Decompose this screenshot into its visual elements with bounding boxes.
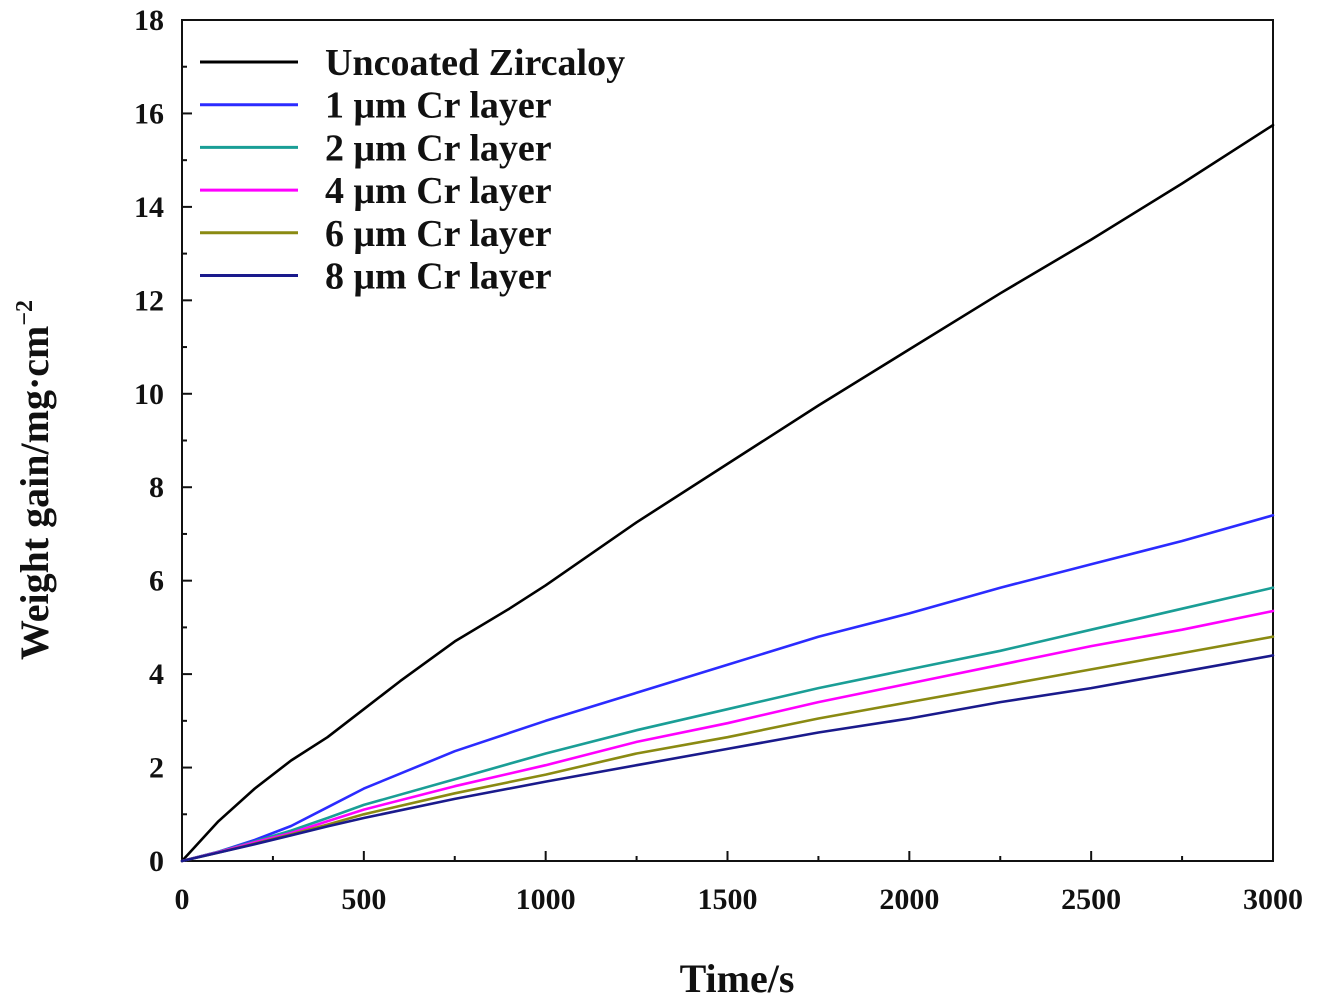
y-tick-label: 12 xyxy=(134,284,164,317)
legend-label: 1 μm Cr layer xyxy=(325,85,552,127)
series-line-uncoated-zircaloy xyxy=(180,123,1275,863)
y-axis-title: Weight gain/mg·cm−2 xyxy=(12,300,57,660)
series-line-2-m-cr-layer xyxy=(180,586,1275,863)
x-tick-label: 2500 xyxy=(1061,883,1121,916)
y-tick-label: 10 xyxy=(134,378,164,411)
y-tick-label: 4 xyxy=(149,658,164,691)
y-tick-label: 2 xyxy=(149,752,164,785)
y-axis-title-main: Weight gain/mg·cm xyxy=(12,326,57,660)
axis-ticks xyxy=(181,19,1274,862)
series-lines xyxy=(180,123,1275,863)
x-tick-label: 1500 xyxy=(698,883,758,916)
series-line-4-m-cr-layer xyxy=(180,609,1275,863)
y-tick-label: 14 xyxy=(134,191,164,224)
legend-label: Uncoated Zircaloy xyxy=(325,42,625,84)
legend-label: 8 μm Cr layer xyxy=(325,256,552,298)
x-tick-label: 500 xyxy=(341,883,386,916)
x-tick-label: 0 xyxy=(175,883,190,916)
x-axis-title: Time/s xyxy=(680,956,795,1001)
y-axis-title-superscript: −2 xyxy=(12,300,38,326)
y-tick-label: 6 xyxy=(149,565,164,598)
y-tick-label: 16 xyxy=(134,97,164,130)
x-tick-label: 2000 xyxy=(879,883,939,916)
y-tick-label: 18 xyxy=(134,4,164,37)
series-line-1-m-cr-layer xyxy=(180,513,1275,863)
axis-tick-labels: 0 500 1000 1500 2000 2500 3000 0 2 4 6 8 10 12 14 16 18 xyxy=(134,4,1303,916)
y-tick-label: 0 xyxy=(149,845,164,878)
x-tick-label: 1000 xyxy=(516,883,576,916)
legend-label: 6 μm Cr layer xyxy=(325,213,552,255)
series-line-8-m-cr-layer xyxy=(180,654,1275,863)
legend-label: 2 μm Cr layer xyxy=(325,127,552,169)
legend-label: 4 μm Cr layer xyxy=(325,170,552,212)
y-tick-label: 8 xyxy=(149,471,164,504)
x-tick-label: 3000 xyxy=(1243,883,1303,916)
